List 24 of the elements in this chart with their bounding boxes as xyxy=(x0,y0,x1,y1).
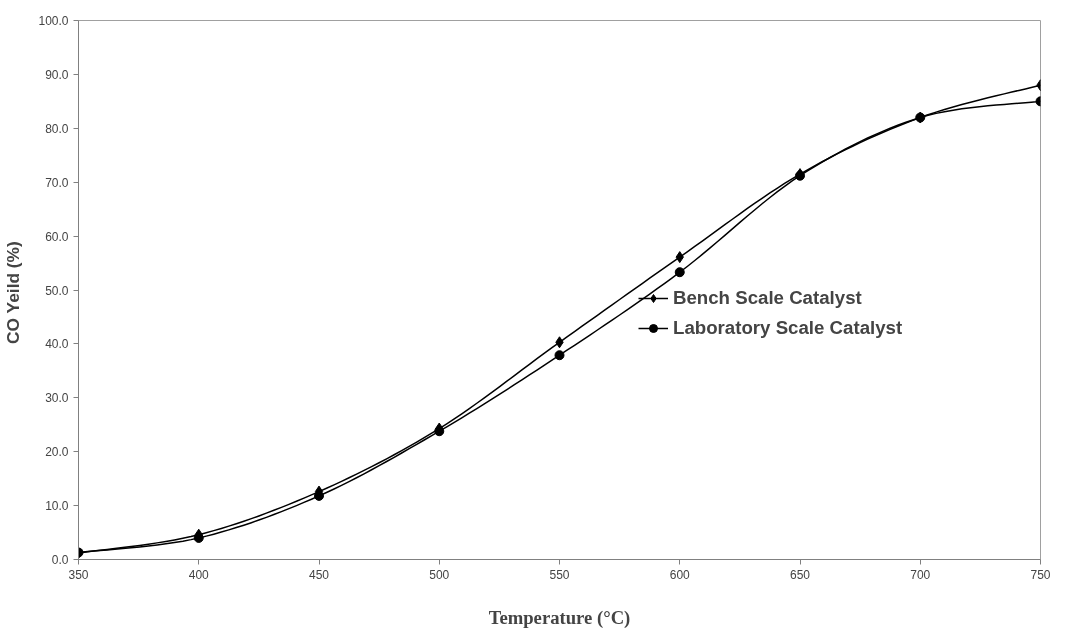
x-tick-label: 650 xyxy=(789,567,811,582)
y-axis-title: CO Yeild (%) xyxy=(3,241,24,344)
x-tick-label: 550 xyxy=(549,567,570,582)
x-tick-label: 600 xyxy=(669,567,691,582)
y-tick-label: 50.0 xyxy=(45,283,69,298)
x-tick-label: 500 xyxy=(429,567,450,582)
y-tick-label: 30.0 xyxy=(45,391,69,406)
y-tick-label: 60.0 xyxy=(45,229,69,244)
y-tick-label: 0.0 xyxy=(51,553,69,567)
y-tick-label: 90.0 xyxy=(45,67,69,82)
x-tick-label: 400 xyxy=(188,567,210,582)
x-axis-title: Temperature (°C) xyxy=(488,606,631,629)
legend-label: Bench Scale Catalyst xyxy=(673,287,862,309)
y-tick-label: 10.0 xyxy=(45,499,69,514)
y-tick-label: 80.0 xyxy=(45,121,69,136)
y-tick-label: 100.0 xyxy=(38,14,69,28)
x-tick-label: 700 xyxy=(910,567,931,582)
legend-label: Laboratory Scale Catalyst xyxy=(673,317,903,339)
y-tick-label: 70.0 xyxy=(45,175,69,190)
x-tick-label: 750 xyxy=(1030,567,1051,582)
x-tick-label: 350 xyxy=(68,567,89,582)
x-tick-label: 450 xyxy=(308,567,330,582)
y-tick-label: 20.0 xyxy=(45,445,69,460)
y-tick-label: 40.0 xyxy=(45,337,69,352)
